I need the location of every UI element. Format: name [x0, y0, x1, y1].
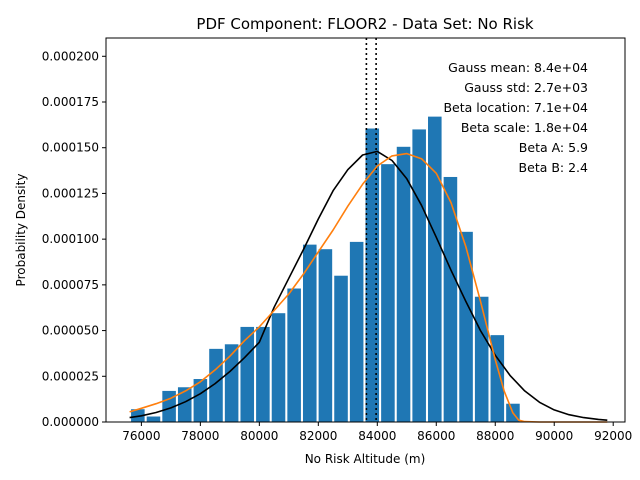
histogram-bar	[396, 146, 411, 423]
histogram-bar	[302, 244, 317, 422]
axes-layer: 76000 78000 80000 82000 84000 86000 88000 90000…	[42, 37, 632, 443]
y-tick-label: 0.000200	[42, 49, 99, 63]
y-tick-label: 0.000000	[42, 415, 99, 429]
fit-parameter-label: Beta B: 2.4	[519, 160, 588, 175]
x-tick-label: 84000	[358, 429, 396, 443]
histogram-bar	[287, 288, 301, 422]
histogram-bar	[146, 416, 161, 422]
histogram-bar	[443, 176, 458, 422]
histogram-bar	[412, 129, 426, 422]
x-tick-label: 80000	[240, 429, 278, 443]
histogram-bar	[349, 241, 364, 422]
x-tick-label: 88000	[476, 429, 514, 443]
x-tick-label: 86000	[417, 429, 455, 443]
x-tick-label: 76000	[122, 429, 160, 443]
y-tick-label: 0.000150	[42, 141, 99, 155]
x-tick-label: 90000	[535, 429, 573, 443]
histogram-bar	[271, 313, 286, 422]
chart-title: PDF Component: FLOOR2 - Data Set: No Ris…	[196, 15, 533, 33]
histogram-bar	[334, 275, 348, 422]
fit-parameter-label: Beta A: 5.9	[519, 140, 588, 155]
fit-parameter-label: Beta scale: 1.8e+04	[461, 120, 588, 135]
histogram-bar	[193, 379, 208, 422]
histogram-bar	[474, 296, 489, 422]
y-tick-label: 0.000025	[42, 369, 99, 383]
x-tick-label: 82000	[299, 429, 337, 443]
histogram-bar	[240, 326, 255, 422]
fit-parameter-label: Gauss mean: 8.4e+04	[448, 60, 588, 75]
histogram-bar	[177, 387, 192, 422]
histogram-bar	[209, 348, 223, 422]
vlines-layer	[365, 38, 377, 422]
histogram-bar	[162, 390, 176, 422]
y-tick-label: 0.000175	[42, 95, 99, 109]
annotations: Gauss mean: 8.4e+04 Gauss std: 2.7e+03 Bet…	[443, 60, 588, 175]
y-tick-label: 0.000075	[42, 278, 99, 292]
fit-parameter-label: Beta location: 7.1e+04	[443, 100, 588, 115]
plot-frame	[105, 37, 626, 423]
lines-layer	[129, 150, 608, 423]
x-axis-label: No Risk Altitude (m)	[305, 452, 426, 466]
bars-layer	[131, 116, 520, 423]
y-tick-label: 0.000125	[42, 186, 99, 200]
y-tick-label: 0.000100	[42, 232, 99, 246]
histogram-bar	[224, 344, 239, 422]
histogram-bar	[256, 326, 270, 422]
histogram-bar	[428, 116, 442, 422]
gauss-fit-line	[129, 150, 608, 421]
histogram-bar	[318, 249, 333, 422]
y-axis-label: Probability Density	[14, 174, 28, 287]
y-tick-label: 0.000050	[42, 324, 99, 338]
fit-parameter-label: Gauss std: 2.7e+03	[464, 80, 588, 95]
x-tick-label: 92000	[594, 429, 632, 443]
x-tick-label: 78000	[181, 429, 219, 443]
beta-fit-line	[129, 152, 608, 423]
histogram-bar	[459, 231, 473, 422]
histogram-bar	[381, 164, 395, 422]
